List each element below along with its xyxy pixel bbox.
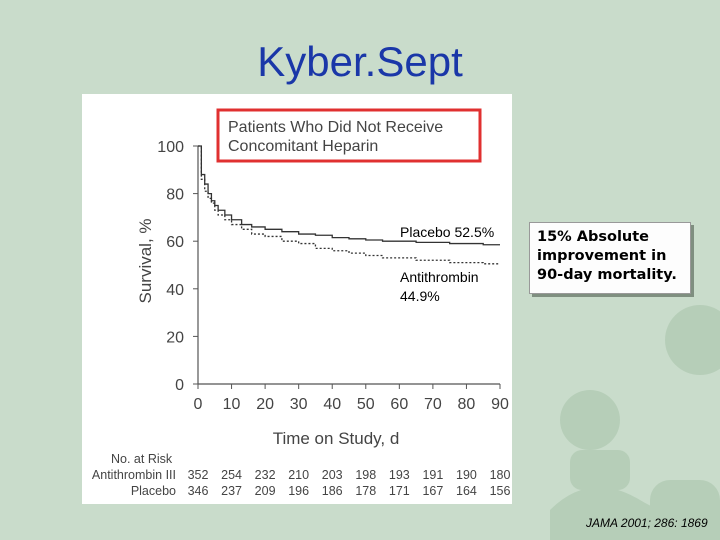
decorative-dragon-motif [550,305,720,540]
x-tick-label: 70 [424,396,442,413]
chart-title-box [216,108,482,163]
survival-chart: Patients Who Did Not Receive Concomitant… [92,108,511,498]
x-tick-label: 20 [256,396,274,413]
x-tick-label: 80 [458,396,476,413]
at-risk-row-label: Antithrombin III [92,468,176,482]
at-risk-value: 352 [188,468,209,482]
chart-title-line-2: Concomitant Heparin [228,138,378,155]
at-risk-value: 237 [221,484,242,498]
at-risk-value: 198 [355,468,376,482]
y-tick-label: 0 [175,377,184,394]
y-tick-label: 60 [166,234,184,251]
citation: JAMA 2001; 286: 1869 [586,516,708,530]
at-risk-value: 164 [456,484,477,498]
x-tick-label: 30 [290,396,308,413]
x-tick-label: 90 [491,396,509,413]
y-tick-label: 100 [157,139,184,156]
antithrombin-survival-curve [198,145,500,265]
x-axis-label: Time on Study, d [273,429,400,448]
at-risk-value: 210 [288,468,309,482]
x-tick-label: 10 [223,396,241,413]
at-risk-value: 193 [389,468,410,482]
at-risk-value: 156 [490,484,511,498]
placebo-end-label: Placebo 52.5% [400,224,494,240]
at-risk-header: No. at Risk [111,452,173,466]
at-risk-value: 254 [221,468,242,482]
at-risk-value: 171 [389,484,410,498]
antithrombin-end-label-line-2: 44.9% [400,288,440,304]
at-risk-value: 196 [288,484,309,498]
at-risk-row-label: Placebo [131,484,176,498]
at-risk-value: 180 [490,468,511,482]
chart-title-line-1: Patients Who Did Not Receive [228,119,443,136]
survival-figure: Patients Who Did Not Receive Concomitant… [82,94,512,504]
y-axis-label: Survival, % [136,218,155,303]
at-risk-value: 190 [456,468,477,482]
mortality-callout: 15% Absolute improvement in 90-day morta… [529,222,691,294]
x-tick-label: 50 [357,396,375,413]
at-risk-value: 186 [322,484,343,498]
y-tick-label: 40 [166,282,184,299]
at-risk-value: 191 [422,468,443,482]
antithrombin-end-label-line-1: Antithrombin [400,269,479,285]
y-tick-label: 20 [166,329,184,346]
at-risk-value: 203 [322,468,343,482]
at-risk-value: 346 [188,484,209,498]
x-tick-label: 60 [390,396,408,413]
at-risk-value: 209 [255,484,276,498]
at-risk-value: 167 [422,484,443,498]
at-risk-value: 178 [355,484,376,498]
at-risk-value: 232 [255,468,276,482]
x-tick-label: 0 [194,396,203,413]
x-tick-label: 40 [323,396,341,413]
y-tick-label: 80 [166,187,184,204]
slide-title: Kyber.Sept [257,38,463,85]
